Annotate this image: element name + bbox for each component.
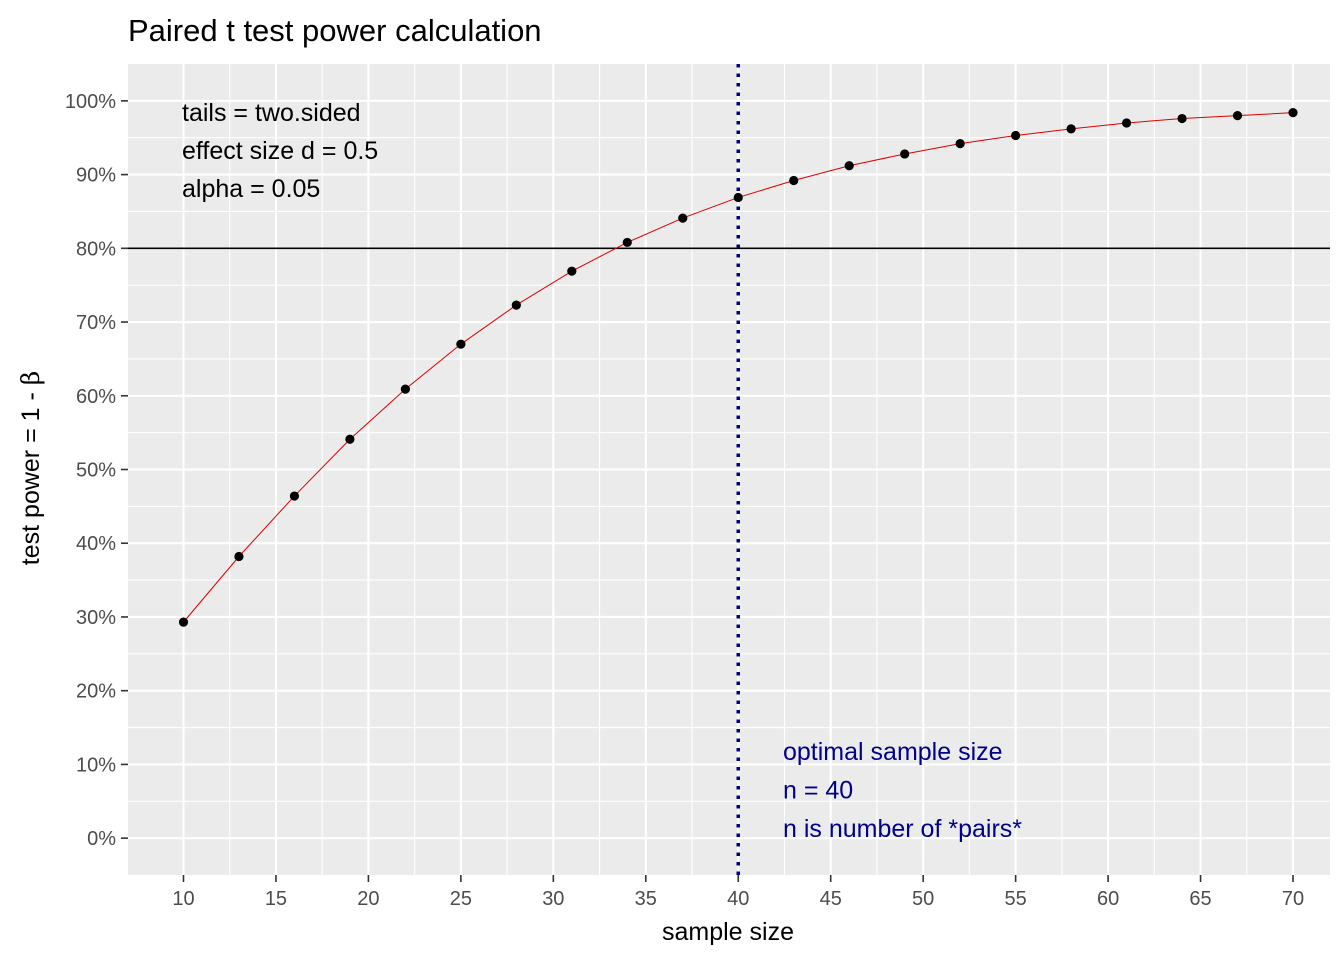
y-tick-label: 80%	[76, 238, 116, 260]
x-tick-label: 30	[542, 888, 564, 910]
optimal-annotation-line: n is number of *pairs*	[783, 815, 1022, 843]
data-point	[622, 237, 632, 248]
optimal-annotation-line: n = 40	[783, 777, 853, 805]
data-point	[955, 139, 965, 149]
y-tick-label: 30%	[76, 607, 116, 629]
x-tick-label: 20	[357, 888, 379, 910]
data-point	[844, 161, 854, 171]
optimal-sample-size-annotation: optimal sample size n = 40 n is number of …	[783, 738, 1022, 843]
data-point	[567, 266, 577, 276]
y-tick-label: 0%	[87, 828, 116, 850]
data-point	[789, 175, 799, 186]
data-point	[234, 551, 244, 562]
parameter-annotation-line: effect size d = 0.5	[182, 137, 378, 165]
x-tick-label: 25	[450, 888, 472, 910]
data-point	[900, 149, 910, 159]
data-point	[1011, 130, 1021, 141]
y-tick-label: 100%	[65, 91, 116, 113]
x-axis-ticks: 10 15 20 25 30 35 40 45 50 55 60 65 70	[172, 875, 1304, 910]
data-point	[178, 617, 189, 627]
y-tick-label: 20%	[76, 681, 116, 703]
y-tick-label: 10%	[76, 754, 116, 776]
y-tick-label: 50%	[76, 460, 116, 482]
x-tick-label: 45	[820, 888, 842, 910]
x-tick-label: 50	[912, 888, 934, 910]
x-tick-label: 70	[1282, 888, 1304, 910]
parameter-annotation-line: alpha = 0.05	[182, 175, 320, 203]
data-point	[1066, 124, 1076, 134]
data-point	[1177, 113, 1187, 124]
beta-symbol: β	[16, 371, 45, 385]
x-tick-label: 40	[727, 888, 749, 910]
data-point	[678, 213, 688, 223]
y-tick-label: 70%	[76, 312, 116, 334]
x-tick-label: 60	[1097, 888, 1119, 910]
chart-title: Paired t test power calculation	[128, 13, 542, 48]
data-point	[511, 300, 521, 310]
parameter-annotation-line: tails = two.sided	[182, 99, 361, 127]
x-tick-label: 10	[172, 888, 194, 910]
parameters-annotation: tails = two.sided effect size d = 0.5 alph…	[182, 99, 378, 203]
y-axis-title-text: test power = 1 -	[17, 385, 45, 565]
x-tick-label: 15	[265, 888, 287, 910]
y-tick-label: 60%	[76, 386, 116, 408]
x-axis-title: sample size	[662, 918, 794, 946]
y-axis-title: test power = 1 - β	[16, 371, 45, 565]
data-point	[345, 434, 355, 444]
data-point	[289, 491, 300, 501]
x-tick-label: 55	[1005, 888, 1027, 910]
x-tick-label: 35	[635, 888, 657, 910]
data-point	[456, 339, 466, 349]
x-tick-label: 65	[1189, 888, 1211, 910]
y-tick-label: 90%	[76, 165, 116, 187]
data-point	[1232, 111, 1243, 121]
data-point	[1288, 108, 1298, 118]
y-tick-label: 40%	[76, 533, 116, 555]
data-points	[178, 108, 1298, 627]
y-axis-ticks: 0% 10% 20% 30% 40% 50% 60% 70% 80% 90% 100%	[65, 91, 128, 850]
data-point	[733, 192, 743, 203]
data-point	[1121, 118, 1132, 128]
optimal-annotation-line: optimal sample size	[783, 738, 1003, 766]
data-point	[400, 384, 410, 394]
